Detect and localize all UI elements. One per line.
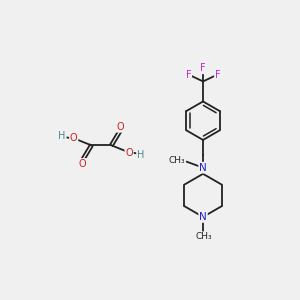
Text: O: O <box>78 159 86 169</box>
Text: F: F <box>215 70 220 80</box>
Text: O: O <box>117 122 124 132</box>
Text: N: N <box>199 212 207 222</box>
Text: H: H <box>137 150 144 160</box>
Text: F: F <box>186 70 191 80</box>
Text: O: O <box>70 133 77 142</box>
Text: O: O <box>125 148 133 158</box>
Text: CH₃: CH₃ <box>196 232 212 241</box>
Text: CH₃: CH₃ <box>169 156 185 165</box>
Text: N: N <box>199 163 207 173</box>
Text: H: H <box>58 131 66 141</box>
Text: F: F <box>200 63 206 73</box>
